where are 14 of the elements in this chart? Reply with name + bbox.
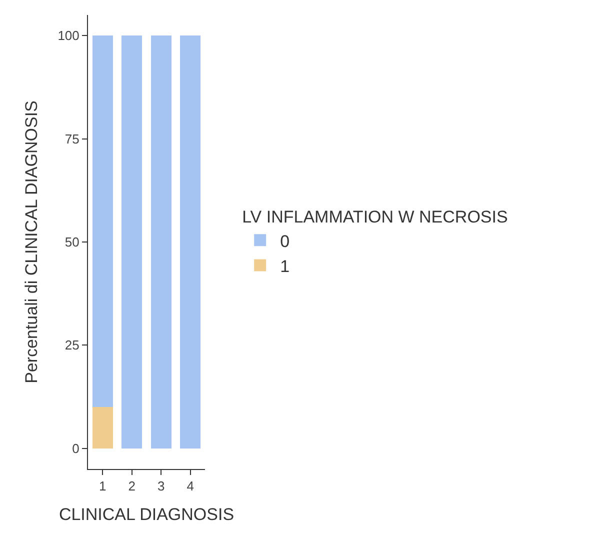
y-axis-title: Percentuali di CLINICAL DIAGNOSIS (22, 100, 42, 384)
x-tick-label: 4 (186, 478, 194, 494)
y-tick-label: 0 (72, 440, 80, 456)
y-tick-label: 75 (64, 131, 80, 146)
legend-title: LV INFLAMMATION W NECROSIS (242, 208, 508, 227)
x-tick-label: 1 (99, 478, 106, 494)
y-tick-label: 50 (64, 234, 80, 250)
y-tick-label: 25 (64, 338, 80, 353)
legend-label: 0 (280, 232, 290, 251)
y-tick-label: 100 (58, 28, 80, 44)
legend-label: 1 (280, 256, 290, 276)
x-tick-label: 3 (158, 478, 165, 494)
x-tick-label: 2 (128, 478, 136, 494)
x-axis-title: CLINICAL DIAGNOSIS (58, 505, 234, 524)
